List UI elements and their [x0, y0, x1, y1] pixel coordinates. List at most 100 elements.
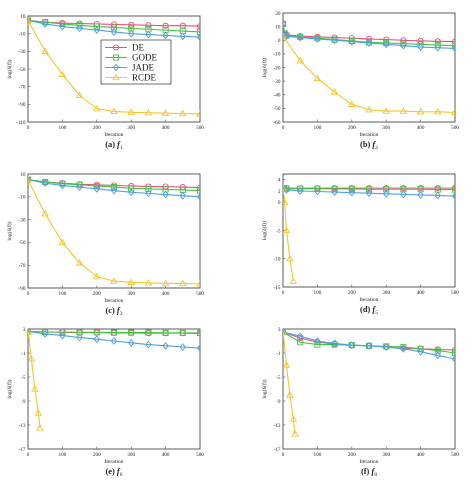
point-jade — [331, 339, 338, 348]
panel-caption: (f) f8 — [361, 467, 377, 478]
x-tick-label: 200 — [93, 291, 101, 297]
point-jade — [348, 37, 355, 46]
point-de — [451, 38, 455, 45]
x-tick-label: 200 — [93, 452, 101, 458]
series-line-de — [28, 179, 200, 189]
plot-frame — [282, 328, 456, 450]
y-tick-label: -50 — [274, 106, 281, 112]
series-group — [28, 329, 200, 431]
x-tick-label: 500 — [196, 125, 204, 131]
point-jade — [59, 331, 66, 340]
x-axis-label: Iteration — [105, 298, 124, 304]
plot-frame — [27, 173, 201, 289]
y-tick-label: -9 — [21, 399, 26, 405]
y-tick-label: 10 — [275, 24, 281, 30]
series-line-gode — [28, 330, 200, 334]
point-rcde — [283, 32, 287, 39]
point-jade — [28, 329, 32, 336]
panel-caption: (b) f2 — [360, 140, 378, 151]
y-tick-label: -10 — [274, 52, 281, 58]
point-gode — [400, 40, 407, 47]
point-gode — [42, 329, 49, 336]
legend-label-jade: JADE — [132, 63, 155, 73]
caption-label: (e) — [106, 467, 116, 476]
point-jade — [283, 184, 287, 193]
x-tick-label: 300 — [127, 291, 135, 297]
y-tick-label: -30 — [19, 49, 26, 55]
series-group — [28, 175, 200, 287]
chart-panel-d: 0 100 200 300 400 500 4 2 0 -5 -10 -15 Iteration log(… — [261, 173, 459, 316]
x-tick-label: 100 — [59, 291, 67, 297]
point-rcde — [75, 91, 84, 99]
x-tick-label: 500 — [451, 452, 459, 458]
x-tick-label: 300 — [382, 125, 390, 131]
point-rcde — [110, 107, 118, 115]
point-rcde — [41, 47, 49, 54]
y-tick-label: -13 — [19, 423, 26, 429]
point-jade — [365, 39, 373, 47]
x-tick-label: 200 — [348, 290, 356, 296]
point-rcde — [289, 415, 298, 422]
point-rcde — [382, 107, 390, 114]
point-jade — [314, 337, 321, 345]
point-rcde — [34, 409, 43, 416]
point-jade — [196, 344, 200, 353]
point-rcde — [58, 70, 67, 77]
series-line-rcde — [283, 35, 455, 114]
panel-caption: (a) f1 — [105, 140, 123, 151]
series-line-jade — [28, 330, 200, 349]
caption-function: f — [117, 140, 121, 149]
y-tick-label: -90 — [19, 102, 26, 108]
point-jade — [59, 22, 66, 31]
chart-panel-a: 0 100 200 300 400 500 10 -10 -30 -50 -70 -90 -110 Ite… — [6, 14, 204, 151]
point-rcde — [93, 272, 101, 280]
point-gode — [110, 184, 118, 191]
point-rcde — [289, 277, 298, 284]
x-tick-label: 100 — [314, 452, 322, 458]
legend-label-de: DE — [132, 43, 144, 53]
point-rcde — [330, 88, 339, 95]
point-rcde — [161, 279, 170, 287]
point-jade — [383, 189, 390, 198]
x-tick-label: 0 — [282, 290, 285, 296]
point-jade — [76, 24, 83, 33]
x-tick-label: 200 — [93, 125, 101, 131]
point-rcde — [31, 385, 39, 392]
point-rcde — [283, 226, 291, 234]
series-line-rcde — [283, 331, 296, 435]
plot-frame — [27, 328, 201, 450]
point-jade — [434, 191, 441, 200]
point-rcde — [365, 105, 373, 113]
point-jade — [283, 32, 290, 41]
point-jade — [297, 332, 304, 341]
chart-panel-b: 0 100 200 300 400 50020100-10-20-30-40-50-60I… — [261, 11, 459, 151]
x-tick-label: 0 — [282, 125, 285, 131]
caption-label: (d) — [360, 305, 370, 314]
point-gode — [145, 329, 152, 336]
point-jade — [314, 34, 321, 43]
point-rcde — [416, 107, 425, 115]
point-jade — [76, 333, 83, 342]
x-tick-label: 0 — [27, 291, 30, 297]
point-rcde — [348, 100, 356, 107]
chart-panel-c: 0 100 200 300 400 500 10 -10 -30 -50 -70 -90 Iterati… — [6, 172, 204, 317]
series-line-gode — [28, 19, 200, 33]
point-gode — [93, 23, 100, 30]
x-tick-label: 100 — [314, 125, 322, 131]
point-jade — [93, 184, 100, 193]
caption-function: f — [117, 306, 121, 315]
x-tick-label: 500 — [451, 290, 459, 296]
y-axis-label: log(δ(f)) — [6, 221, 13, 240]
caption-function: f — [371, 467, 375, 476]
x-tick-label: 100 — [59, 125, 67, 131]
point-jade — [42, 329, 49, 338]
y-tick-label: -60 — [274, 120, 281, 126]
y-tick-label: -10 — [274, 257, 281, 263]
point-gode — [400, 343, 407, 351]
point-gode — [365, 186, 373, 193]
x-axis-label: Iteration — [105, 459, 124, 465]
point-gode — [348, 185, 355, 193]
y-tick-label: 3 — [278, 327, 281, 333]
caption-subscript: 5 — [375, 310, 378, 316]
